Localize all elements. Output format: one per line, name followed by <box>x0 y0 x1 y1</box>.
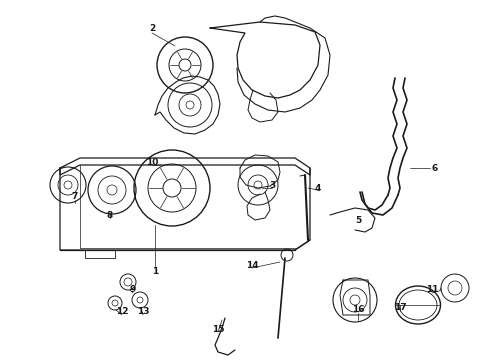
Text: 8: 8 <box>107 211 113 220</box>
Text: 6: 6 <box>432 163 438 172</box>
Text: 17: 17 <box>393 303 406 312</box>
Text: 4: 4 <box>315 184 321 193</box>
Text: 1: 1 <box>152 267 158 276</box>
Text: 16: 16 <box>352 306 364 315</box>
Text: 5: 5 <box>355 216 361 225</box>
Text: 13: 13 <box>137 307 149 316</box>
Text: 12: 12 <box>116 307 128 316</box>
Text: 3: 3 <box>269 180 275 189</box>
Text: 9: 9 <box>130 285 136 294</box>
Text: 14: 14 <box>245 261 258 270</box>
Text: 11: 11 <box>426 285 438 294</box>
Text: 2: 2 <box>149 23 155 32</box>
Text: 10: 10 <box>146 158 158 166</box>
Text: 15: 15 <box>212 325 224 334</box>
Text: 7: 7 <box>72 192 78 201</box>
